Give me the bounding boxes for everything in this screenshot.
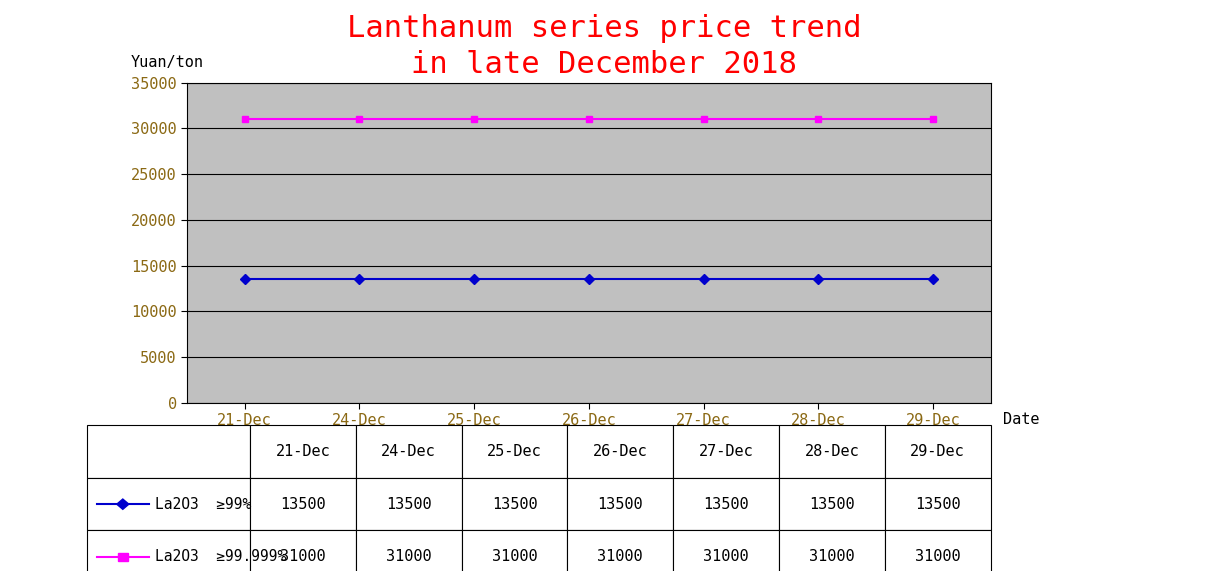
- Text: 27-Dec: 27-Dec: [698, 444, 754, 459]
- Text: 13500: 13500: [703, 497, 749, 512]
- La2O3  ≥99.999%: [466, 116, 481, 123]
- La2O3  ≥99.999%: [353, 116, 367, 123]
- La2O3  ≥99%: [466, 276, 481, 283]
- Line: La2O3  ≥99.999%: La2O3 ≥99.999%: [242, 116, 936, 123]
- Text: 13500: 13500: [809, 497, 855, 512]
- Text: 31000: 31000: [492, 549, 538, 564]
- La2O3  ≥99.999%: [812, 116, 826, 123]
- Text: 24-Dec: 24-Dec: [382, 444, 436, 459]
- Text: 29-Dec: 29-Dec: [911, 444, 965, 459]
- Text: 31000: 31000: [385, 549, 431, 564]
- Text: 13500: 13500: [914, 497, 960, 512]
- Line: La2O3  ≥99%: La2O3 ≥99%: [242, 276, 936, 283]
- Text: 31000: 31000: [280, 549, 326, 564]
- La2O3  ≥99.999%: [237, 116, 252, 123]
- Text: 31000: 31000: [914, 549, 960, 564]
- Text: 13500: 13500: [280, 497, 326, 512]
- Text: 31000: 31000: [598, 549, 643, 564]
- Text: Yuan/ton: Yuan/ton: [130, 55, 204, 70]
- Text: Lanthanum series price trend
in late December 2018: Lanthanum series price trend in late Dec…: [347, 14, 861, 79]
- La2O3  ≥99%: [927, 276, 941, 283]
- La2O3  ≥99%: [353, 276, 367, 283]
- La2O3  ≥99%: [582, 276, 597, 283]
- Text: 25-Dec: 25-Dec: [487, 444, 542, 459]
- La2O3  ≥99%: [812, 276, 826, 283]
- Text: 31000: 31000: [809, 549, 855, 564]
- Text: 26-Dec: 26-Dec: [593, 444, 647, 459]
- Text: 21-Dec: 21-Dec: [275, 444, 330, 459]
- Text: Date: Date: [1003, 412, 1039, 427]
- La2O3  ≥99%: [696, 276, 710, 283]
- Text: 13500: 13500: [385, 497, 431, 512]
- Text: 13500: 13500: [492, 497, 538, 512]
- Text: La2O3  ≥99%: La2O3 ≥99%: [156, 497, 251, 512]
- La2O3  ≥99.999%: [927, 116, 941, 123]
- Text: 28-Dec: 28-Dec: [805, 444, 859, 459]
- La2O3  ≥99.999%: [696, 116, 710, 123]
- La2O3  ≥99.999%: [582, 116, 597, 123]
- Text: La2O3  ≥99.999%: La2O3 ≥99.999%: [156, 549, 286, 564]
- Text: 13500: 13500: [598, 497, 643, 512]
- La2O3  ≥99%: [237, 276, 252, 283]
- Text: 31000: 31000: [703, 549, 749, 564]
